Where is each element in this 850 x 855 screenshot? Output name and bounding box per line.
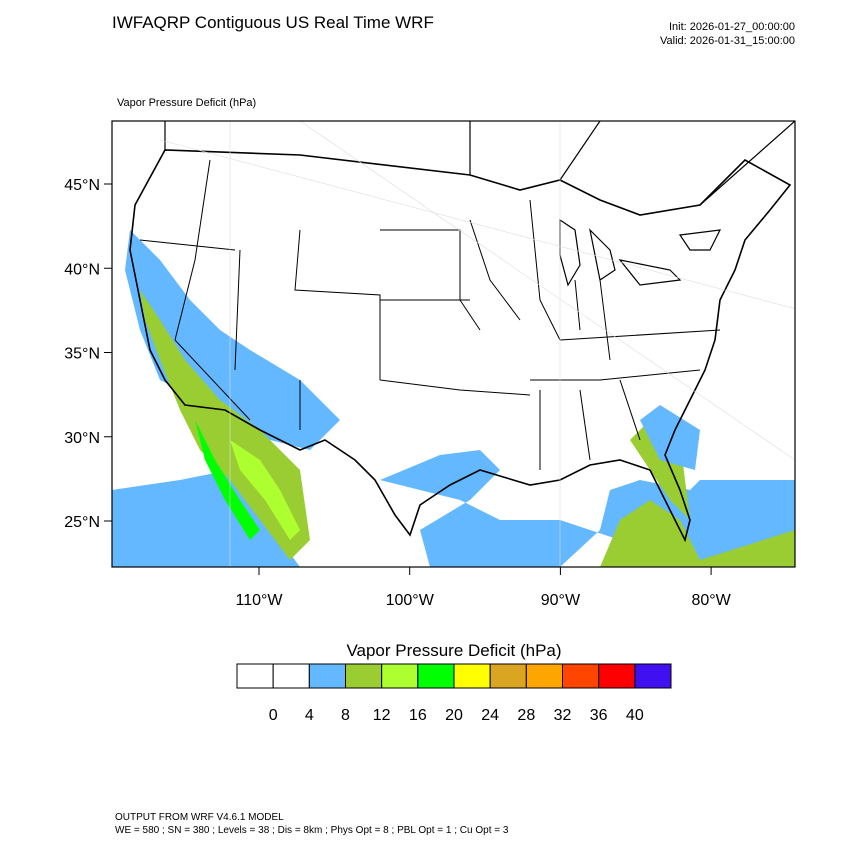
shade-pacific [112,470,300,567]
colorbar-label: 0 [269,707,278,724]
lat-label: 45°N [64,177,100,194]
colorbar-box [308,663,347,689]
coastline [129,149,792,543]
lon-label: 100°W [386,592,435,609]
colorbar-box [417,663,455,689]
lat-label: 40°N [64,261,100,278]
colorbar-label: 12 [373,707,391,724]
colorbar-box [489,663,527,689]
colorbar-label: 28 [517,707,535,724]
lon-label: 90°W [541,592,581,609]
great-lakes [559,218,722,287]
colorbar-box [272,663,310,689]
init-time: Init: 2026-01-27_00:00:00 [669,21,795,33]
field-label: Vapor Pressure Deficit (hPa) [117,97,256,109]
colorbar-box [598,663,636,689]
lon-label: 80°W [691,592,731,609]
colorbar-label: 4 [305,707,314,724]
colorbar-box [525,663,563,689]
map [112,121,795,567]
lon-label: 110°W [235,592,283,609]
graticule [159,121,795,567]
lat-label: 35°N [64,346,100,363]
map-frame [111,120,796,568]
colorbar-label: 24 [481,707,499,724]
lat-label: 30°N [64,430,100,447]
footer-line: OUTPUT FROM WRF V4.6.1 MODEL [115,812,284,823]
colorbar-label: 32 [554,707,572,724]
lat-label: 25°N [64,514,100,531]
colorbar-label: 16 [409,707,427,724]
colorbar-box [381,663,419,689]
shade-atlantic [600,500,795,567]
colorbar-title: Vapor Pressure Deficit (hPa) [346,641,561,660]
colorbar-label: 20 [445,707,463,724]
valid-time: Valid: 2026-01-31_15:00:00 [660,35,795,47]
colorbar-box [453,663,491,689]
footer-line: WE = 580 ; SN = 380 ; Levels = 38 ; Dis … [115,825,509,836]
shade-sonora [230,440,300,540]
colorbar-box [345,663,383,689]
title: IWFAQRP Contiguous US Real Time WRF [112,13,434,32]
shade-gulf [380,450,795,567]
colorbar-box [562,663,600,689]
canada-borders [164,121,795,206]
shade-baja [195,420,260,540]
map-ticks: 45°N 40°N 35°N 30°N 25°N 110°W 100°W 90°W 80°W [64,177,731,609]
colorbar: 0 4 8 12 16 20 24 28 32 36 40 [236,663,672,724]
colorbar-label: 36 [590,707,608,724]
colorbar-label: 8 [341,707,350,724]
shade-southwest [125,230,340,450]
state-borders [139,159,721,470]
colorbar-box [236,663,274,689]
shade-southeast [640,405,700,470]
colorbar-box [634,663,672,689]
colorbar-label: 40 [626,707,644,724]
